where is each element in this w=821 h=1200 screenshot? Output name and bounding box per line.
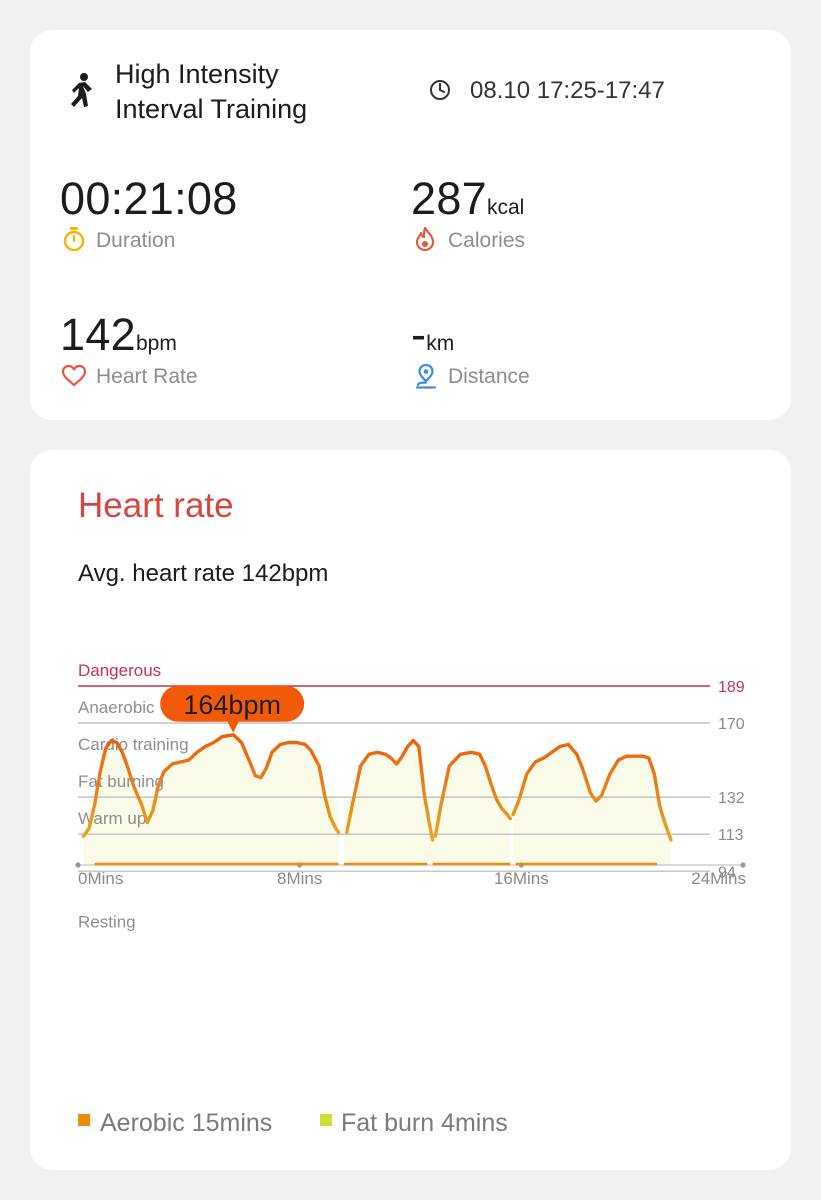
heart-rate-value-group: 142bpm <box>60 309 177 361</box>
x-tick-label-1: 8Mins <box>277 869 322 888</box>
workout-time: 08.10 17:25-17:47 <box>470 77 665 104</box>
calories-value: 287 <box>411 173 487 224</box>
peak-label: 164bpm <box>183 690 281 720</box>
duration-value: 00:21:08 <box>60 173 238 224</box>
zone-label-warm-up: Warm up <box>78 809 146 828</box>
threshold-label-170: 170 <box>718 716 745 733</box>
zone-label-anaerobic: Anaerobic <box>78 698 155 717</box>
heart-rate-chart: 189 170 132 113 94 Dangerous Anaerobic Cardio t… <box>75 661 746 932</box>
location-pin-icon <box>415 363 437 389</box>
x-tick-dot-0 <box>75 862 81 868</box>
legend-fat-burn-swatch <box>320 1114 332 1126</box>
x-axis: 0Mins 8Mins 16Mins 24Mins <box>75 862 746 888</box>
distance-value-group: -km <box>411 309 454 361</box>
distance-unit: km <box>426 332 455 355</box>
threshold-label-113: 113 <box>718 827 744 844</box>
heart-rate-line <box>81 733 673 842</box>
peak-callout[interactable]: 164bpm <box>160 685 305 733</box>
distance-value: - <box>411 309 427 360</box>
threshold-label-132: 132 <box>718 790 745 807</box>
legend-aerobic-swatch <box>78 1114 90 1126</box>
zone-label-fat-burning: Fat burning <box>78 772 164 791</box>
workout-title-line1: High Intensity <box>115 59 279 89</box>
zone-label-resting: Resting <box>78 913 136 932</box>
x-tick-dot-24 <box>740 862 746 868</box>
calories-unit: kcal <box>486 196 525 219</box>
workout-title-line2: Interval Training <box>115 94 308 124</box>
clock-icon <box>430 80 450 100</box>
x-tick-label-2: 16Mins <box>494 869 549 888</box>
x-tick-label-3: 24Mins <box>691 869 746 888</box>
legend-fat-burn-label: Fat burn 4mins <box>341 1109 508 1137</box>
heart-rate-unit: bpm <box>135 332 177 355</box>
hr-line-segment-3 <box>511 742 673 842</box>
heart-rate-title: Heart rate <box>78 486 234 525</box>
area-fill-0 <box>83 734 339 865</box>
avg-heart-rate-text: Avg. heart rate 142bpm <box>78 560 329 587</box>
hr-line-segment-2 <box>433 750 512 838</box>
zone-label-cardio-training: Cardio training <box>78 735 189 754</box>
distance-label: Distance <box>448 365 530 388</box>
calories-label: Calories <box>448 229 526 252</box>
stopwatch-icon <box>63 227 85 252</box>
threshold-label-189: 189 <box>718 679 745 696</box>
workout-summary-card: High Intensity Interval Training 08.10 1… <box>30 30 791 420</box>
hr-line-segment-0 <box>81 733 341 838</box>
hr-line-segment-1 <box>345 738 435 842</box>
flame-icon <box>415 226 435 252</box>
calories-value-group: 287kcal <box>411 173 524 225</box>
x-tick-label-0: 0Mins <box>78 869 123 888</box>
heart-icon <box>61 364 87 387</box>
peak-pointer <box>227 720 240 733</box>
peak-bubble <box>160 685 305 722</box>
heart-rate-value: 142 <box>60 309 136 360</box>
heart-rate-card: Heart rate Avg. heart rate 142bpm 189 170… <box>30 450 791 1170</box>
duration-label: Duration <box>96 229 176 252</box>
legend-aerobic-label: Aerobic 15mins <box>100 1109 273 1137</box>
running-person-icon <box>71 73 92 107</box>
aerobic-bands <box>83 734 671 865</box>
zone-label-dangerous: Dangerous <box>78 661 161 680</box>
heart-rate-label: Heart Rate <box>96 365 198 388</box>
threshold-label-94: 94 <box>718 864 736 881</box>
zone-labels: 189 170 132 113 94 Dangerous Anaerobic Cardio t… <box>78 661 745 932</box>
area-fill-2 <box>435 752 511 865</box>
